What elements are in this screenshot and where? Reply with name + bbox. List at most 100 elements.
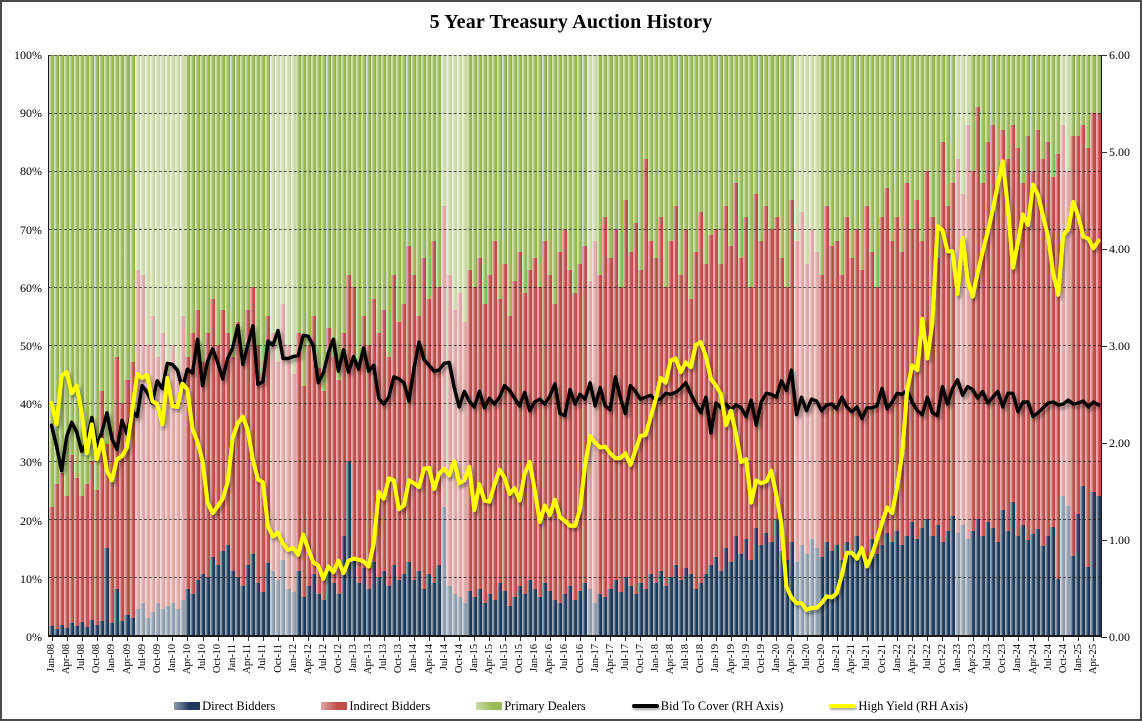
direct-bidders-segment xyxy=(843,542,849,635)
primary-dealers-segment xyxy=(1090,55,1096,113)
bar-month xyxy=(124,55,130,635)
indirect-bidders-segment xyxy=(838,275,844,560)
primary-dealers-segment xyxy=(879,55,885,218)
bar-month xyxy=(310,55,316,635)
indirect-bidders-segment xyxy=(572,292,578,601)
right-axis-tick xyxy=(1101,346,1107,347)
x-axis-tick-label: Oct-08 xyxy=(91,644,103,674)
direct-bidders-segment xyxy=(476,588,482,635)
direct-bidders-segment xyxy=(778,550,784,635)
x-axis-tick-label: Jan-25 xyxy=(1072,644,1084,672)
bar-month xyxy=(300,55,306,635)
x-axis-tick-label: Jan-14 xyxy=(408,644,420,672)
primary-dealers-segment xyxy=(305,55,311,345)
bar-month xyxy=(426,55,432,635)
primary-dealers-segment xyxy=(869,55,875,253)
direct-bidders-segment xyxy=(682,568,688,635)
direct-bidders-segment xyxy=(693,588,699,635)
direct-bidders-segment xyxy=(466,591,472,635)
direct-bidders-segment xyxy=(622,577,628,635)
indirect-bidders-segment xyxy=(592,240,598,604)
primary-dealers-segment xyxy=(169,55,175,345)
primary-dealers-segment xyxy=(521,55,527,293)
direct-bidders-segment xyxy=(592,603,598,635)
primary-dealers-segment xyxy=(270,55,276,334)
direct-bidders-segment xyxy=(74,626,80,635)
x-axis-tick-label: Oct-14 xyxy=(453,644,465,674)
primary-dealers-segment xyxy=(421,55,427,258)
indirect-bidders-segment xyxy=(119,403,125,621)
bar-month xyxy=(516,55,522,635)
bar-month xyxy=(174,55,180,635)
primary-dealers-segment xyxy=(431,55,437,241)
x-axis-tick xyxy=(549,637,551,641)
chart-title: 5 Year Treasury Auction History xyxy=(429,11,713,33)
x-axis-tick xyxy=(806,637,808,641)
right-axis-tick xyxy=(1101,55,1107,56)
x-axis-tick-label: Jul-16 xyxy=(559,644,571,671)
direct-bidders-segment xyxy=(587,588,593,635)
direct-bidders-segment xyxy=(491,600,497,635)
direct-bidders-segment xyxy=(1065,505,1071,635)
bar-month xyxy=(431,55,437,635)
bar-month xyxy=(718,55,724,635)
x-axis-tick-label: Jan-12 xyxy=(287,644,299,672)
direct-bidders-segment xyxy=(411,579,417,635)
direct-bidders-segment xyxy=(451,594,457,635)
indirect-bidders-segment xyxy=(315,368,321,595)
bar-month xyxy=(808,55,814,635)
bar-month xyxy=(401,55,407,635)
direct-bidders-segment xyxy=(758,545,764,635)
x-axis-tick-label: Jul-13 xyxy=(378,644,390,671)
indirect-bidders-segment xyxy=(974,107,980,519)
direct-bidders-segment xyxy=(864,556,870,635)
direct-bidders-segment xyxy=(59,624,65,635)
bar-month xyxy=(572,55,578,635)
right-axis-tick xyxy=(1101,249,1107,250)
legend-label: Direct Bidders xyxy=(202,698,276,713)
direct-bidders-segment xyxy=(365,588,371,635)
primary-dealers-segment xyxy=(919,55,925,241)
x-axis-tick-label: Jul-12 xyxy=(317,644,329,671)
direct-bidders-segment xyxy=(516,585,522,635)
primary-dealers-segment xyxy=(833,55,839,241)
bar-month xyxy=(325,55,331,635)
indirect-bidders-segment xyxy=(129,362,135,618)
bar-month xyxy=(672,55,678,635)
x-axis-tick-label: Apr-11 xyxy=(242,644,254,674)
primary-dealers-segment xyxy=(547,55,553,276)
indirect-bidders-segment xyxy=(808,229,814,540)
bar-month xyxy=(763,55,769,635)
direct-bidders-segment xyxy=(386,585,392,635)
bar-month xyxy=(144,55,150,635)
indirect-bidders-segment xyxy=(557,252,563,604)
direct-bidders-segment xyxy=(552,600,558,635)
primary-dealers-segment xyxy=(889,55,895,241)
direct-bidders-segment xyxy=(974,518,980,635)
indirect-bidders-segment xyxy=(778,258,784,551)
bar-month xyxy=(687,55,693,635)
indirect-bidders-segment xyxy=(607,258,613,589)
primary-dealers-segment xyxy=(708,55,714,235)
x-axis-tick-label: Jul-09 xyxy=(136,644,148,671)
indirect-bidders-segment xyxy=(270,333,276,572)
indirect-bidders-segment xyxy=(818,275,824,557)
indirect-bidders-segment xyxy=(471,287,477,598)
direct-bidders-segment xyxy=(1070,555,1076,635)
primary-dealers-segment xyxy=(59,55,65,473)
indirect-bidders-segment xyxy=(994,194,1000,543)
bar-month xyxy=(340,55,346,635)
primary-dealers-segment xyxy=(848,55,854,258)
bar-month xyxy=(904,55,910,635)
primary-dealers-segment xyxy=(215,55,221,345)
bid-to-cover-line xyxy=(49,324,1101,473)
gridline xyxy=(49,171,1101,172)
primary-dealers-segment xyxy=(808,55,814,229)
x-axis-tick xyxy=(1063,637,1065,641)
primary-dealers-segment xyxy=(698,55,704,212)
indirect-bidders-segment xyxy=(854,229,860,537)
left-axis-tick-label: 0% xyxy=(26,630,42,644)
primary-dealers-segment xyxy=(54,55,60,485)
indirect-bidders-segment xyxy=(848,258,854,551)
primary-dealers-segment xyxy=(360,55,366,316)
